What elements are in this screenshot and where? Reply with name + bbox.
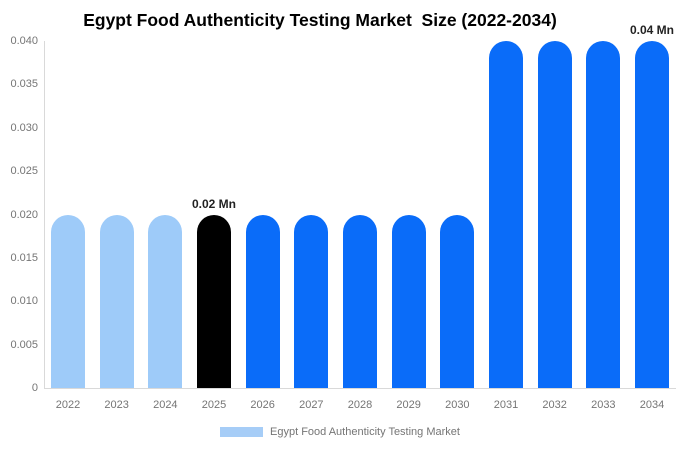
y-tick-label: 0.030	[10, 121, 38, 134]
x-tick-label: 2029	[396, 399, 421, 411]
x-tick-label: 2022	[55, 399, 81, 411]
bar-2028[interactable]	[343, 214, 377, 388]
bar-2029[interactable]	[391, 214, 426, 388]
x-tick-label: 2028	[347, 399, 373, 411]
y-tick-label: 0	[31, 382, 38, 394]
y-axis-line	[44, 41, 45, 388]
y-tick-label: 0.010	[10, 295, 38, 308]
y-tick-label: 0.040	[10, 35, 38, 47]
x-tick-label: 2031	[493, 399, 519, 411]
x-tick-label: 2026	[250, 399, 275, 411]
legend-item[interactable]: Egypt Food Authenticity Testing Market	[220, 426, 460, 438]
y-tick-label: 0.020	[10, 208, 38, 221]
x-tick-label: 2025	[201, 399, 227, 411]
bar-value-label: 0.04 Mn	[629, 23, 674, 37]
bar-2027[interactable]	[294, 214, 329, 388]
bar-2022[interactable]	[51, 214, 85, 388]
y-tick-label: 0.035	[10, 78, 38, 91]
legend: Egypt Food Authenticity Testing Market	[0, 426, 680, 438]
bar-value-label: 0.02 Mn	[191, 196, 236, 211]
bar-2023[interactable]	[99, 214, 134, 388]
bar-2030[interactable]	[440, 214, 475, 388]
legend-swatch-icon	[220, 427, 264, 437]
y-tick-label: 0.025	[10, 165, 38, 178]
y-tick-label: 0.005	[10, 338, 38, 351]
bar-2031[interactable]	[489, 41, 523, 388]
x-axis-line	[44, 388, 676, 389]
x-tick-label: 2030	[445, 399, 470, 411]
x-tick-label: 2032	[542, 399, 567, 411]
bar-2026[interactable]	[245, 214, 280, 388]
y-tick-label: 0.015	[10, 251, 38, 264]
bar-2034[interactable]	[635, 41, 669, 388]
bar-2032[interactable]	[537, 41, 572, 388]
x-tick-label: 2023	[104, 399, 129, 411]
x-tick-label: 2024	[153, 399, 178, 411]
x-tick-label: 2033	[591, 399, 616, 411]
bar-2025[interactable]	[197, 214, 231, 388]
bar-2033[interactable]	[586, 41, 621, 388]
legend-label: Egypt Food Authenticity Testing Market	[270, 426, 460, 438]
x-tick-label: 2027	[299, 399, 324, 411]
x-tick-label: 2034	[639, 399, 665, 411]
bar-2024[interactable]	[148, 214, 183, 388]
chart-title: Egypt Food Authenticity Testing Market S…	[83, 10, 557, 30]
